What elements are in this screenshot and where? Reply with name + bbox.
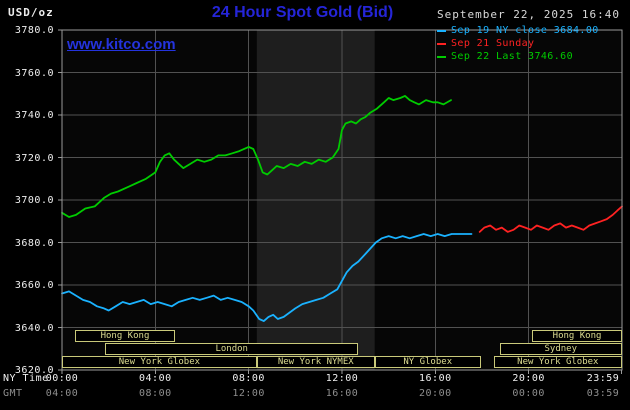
session-box-new-york-nymex: New York NYMEX [256, 356, 375, 368]
legend-item: Sep 22 Last 3746.60 [437, 50, 599, 63]
y-tick-label: 3660.0 [14, 280, 54, 291]
chart-title: 24 Hour Spot Gold (Bid) [211, 4, 394, 21]
series-line-sep-21-sunday [478, 205, 623, 233]
legend-dash-icon [437, 55, 446, 58]
kitco-watermark-link[interactable]: www.kitco.com [67, 36, 176, 53]
series-line-sep-19-ny-close-3684-00 [61, 233, 473, 323]
y-tick-label: 3680.0 [14, 237, 54, 249]
x-tick-label-ny: 23:59 [586, 373, 620, 384]
legend-item: Sep 19 NY close 3684.00 [437, 24, 599, 37]
x-tick-label-gmt: 04:00 [45, 388, 79, 399]
y-axis-units-label: USD/oz [8, 6, 54, 19]
x-tick-label-gmt: 12:00 [232, 388, 265, 399]
session-box-ny-globex: NY Globex [374, 356, 481, 368]
legend-label: Sep 22 Last 3746.60 [451, 51, 573, 62]
legend-label: Sep 19 NY close 3684.00 [451, 25, 599, 36]
legend-label: Sep 21 Sunday [451, 38, 535, 49]
x-tick-label-ny: 12:00 [325, 373, 359, 384]
y-tick-label: 3740.0 [14, 110, 54, 121]
datetime-label: September 22, 2025 16:40 [437, 8, 620, 21]
x-tick-label-gmt: 20:00 [419, 388, 452, 399]
y-tick-label: 3720.0 [14, 152, 54, 164]
y-tick-label: 3700.0 [14, 195, 54, 206]
legend-dash-icon [437, 29, 446, 32]
x-tick-label-gmt: 16:00 [325, 388, 359, 399]
y-tick-label: 3620.0 [14, 365, 54, 376]
session-box-new-york-globex: New York Globex [62, 356, 257, 368]
x-tick-label-ny: 16:00 [419, 373, 452, 384]
y-tick-label: 3760.0 [14, 67, 54, 79]
x-tick-label-ny: 00:00 [45, 373, 79, 384]
legend-item: Sep 21 Sunday [437, 37, 599, 50]
session-box-hong-kong: Hong Kong [74, 330, 176, 342]
session-box-sydney: Sydney [499, 343, 622, 355]
legend: Sep 19 NY close 3684.00 Sep 21 Sunday Sep … [437, 24, 599, 63]
series-line-sep-22-last-3746-60 [61, 95, 452, 218]
x-axis-gmt-label: GMT [3, 388, 23, 399]
x-tick-label-gmt: 00:00 [512, 388, 545, 399]
x-tick-label-ny: 20:00 [512, 373, 545, 384]
session-box-hong-kong: Hong Kong [532, 330, 622, 342]
session-box-new-york-globex: New York Globex [493, 356, 622, 368]
y-tick-label: 3640.0 [14, 322, 54, 334]
y-tick-label: 3780.0 [14, 25, 54, 36]
legend-dash-icon [437, 42, 446, 45]
x-tick-label-gmt: 08:00 [139, 388, 172, 399]
x-axis-ny-time-label: NY Time [3, 373, 49, 384]
x-tick-label-ny: 08:00 [232, 373, 265, 384]
x-tick-label-gmt: 03:59 [586, 388, 620, 399]
session-box-london: London [105, 343, 359, 355]
x-tick-label-ny: 04:00 [139, 373, 172, 384]
